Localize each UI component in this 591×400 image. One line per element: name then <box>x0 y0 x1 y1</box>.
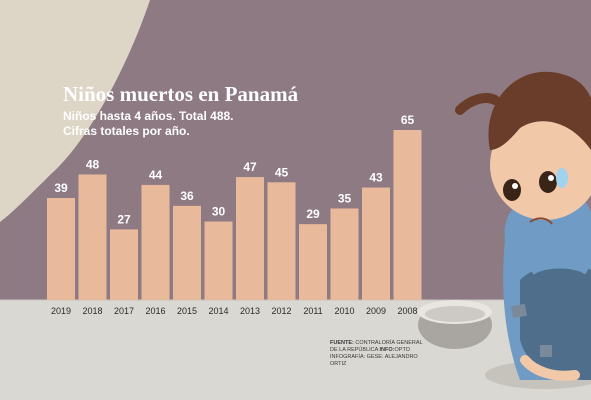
bar-2017 <box>110 229 138 300</box>
info-label: INFO: <box>379 347 395 353</box>
x-tick-2015: 2015 <box>177 306 197 316</box>
source-credit: FUENTE: CONTRALORÍA GENERAL DE LA REPÚBL… <box>330 340 430 368</box>
paper-texture <box>0 0 150 222</box>
x-tick-2010: 2010 <box>334 306 354 316</box>
value-label-2018: 48 <box>86 157 100 171</box>
info-text: OPTO <box>394 347 411 353</box>
x-tick-2014: 2014 <box>208 306 228 316</box>
x-tick-2008: 2008 <box>397 306 417 316</box>
value-label-2011: 29 <box>306 207 320 221</box>
bar-2015 <box>173 205 201 300</box>
value-label-2010: 35 <box>338 191 352 205</box>
value-label-2017: 27 <box>117 212 131 226</box>
x-tick-2011: 2011 <box>303 306 322 316</box>
value-label-2014: 30 <box>212 205 226 219</box>
value-label-2016: 44 <box>149 168 163 182</box>
value-label-2015: 36 <box>180 189 194 203</box>
bar-2009 <box>362 187 390 300</box>
bar-2018 <box>78 174 107 300</box>
bar-2010 <box>330 208 359 300</box>
value-label-2013: 47 <box>243 160 257 174</box>
value-label-2008: 65 <box>401 113 415 127</box>
child-illustration <box>455 71 591 389</box>
bar-2008 <box>393 130 422 300</box>
source-label: FUENTE: <box>330 340 354 346</box>
credit-text: INFOGRAFÍA: GESE: ALEJANDRO ORTIZ <box>330 354 418 367</box>
bar-2016 <box>141 184 170 300</box>
bar-2019 <box>47 198 75 300</box>
chart-subtitle: Niños hasta 4 años. Total 488. Cifras to… <box>63 109 234 139</box>
x-tick-2016: 2016 <box>145 306 165 316</box>
value-label-2019: 39 <box>54 181 68 195</box>
x-tick-2013: 2013 <box>240 306 260 316</box>
x-tick-2017: 2017 <box>114 306 134 316</box>
value-label-2012: 45 <box>275 165 289 179</box>
bar-2014 <box>204 221 233 300</box>
x-tick-2012: 2012 <box>271 306 291 316</box>
chart-title: Niños muertos en Panamá <box>63 82 299 106</box>
subtitle-line-1: Niños hasta 4 años. Total 488. <box>63 109 234 123</box>
bar-2012 <box>267 182 296 300</box>
x-tick-2019: 2019 <box>51 306 71 316</box>
source-text: CONTRALORÍA GENERAL DE LA REPÚBLICA <box>330 340 423 353</box>
bar-2011 <box>299 224 327 300</box>
value-label-2009: 43 <box>369 171 383 185</box>
subtitle-line-2: Cifras totales por año. <box>63 124 190 138</box>
bar-2013 <box>236 177 264 300</box>
x-tick-2018: 2018 <box>82 306 102 316</box>
bowl-illustration <box>418 300 492 349</box>
x-tick-2009: 2009 <box>366 306 386 316</box>
